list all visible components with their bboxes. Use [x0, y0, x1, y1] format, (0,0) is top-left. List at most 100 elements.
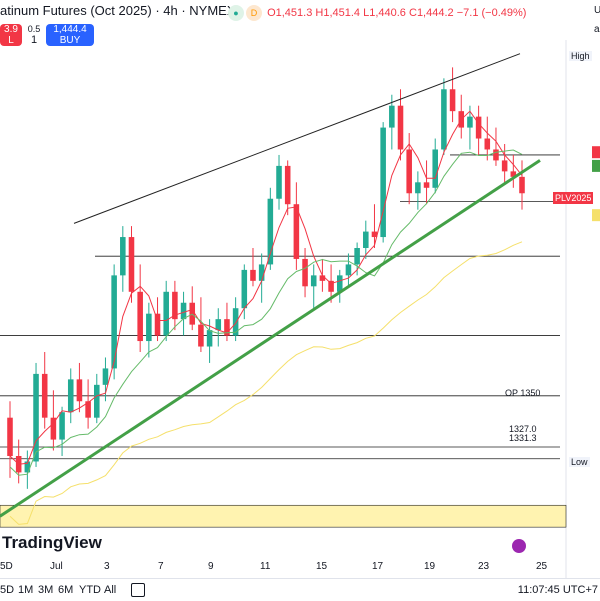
candle-body	[336, 275, 343, 292]
candle-body	[354, 248, 360, 265]
candle-body	[215, 319, 222, 331]
candle-body	[319, 275, 326, 281]
time-tick-label: Jul	[50, 561, 63, 572]
sell-label: L	[8, 35, 14, 46]
candle-body	[154, 313, 161, 336]
range-1m-button[interactable]: 1M	[18, 584, 34, 596]
candle-body	[432, 149, 438, 188]
candle-body	[484, 138, 491, 150]
candle-body	[276, 165, 282, 199]
range-5d-button[interactable]: 5D	[0, 584, 15, 596]
level-1331-label: 1331.3	[509, 433, 537, 443]
candle-body	[293, 204, 300, 259]
candle-body	[232, 308, 239, 336]
candle-body	[371, 231, 378, 238]
candle-body	[111, 275, 117, 369]
candle-body	[67, 379, 74, 413]
candle-body	[50, 417, 57, 440]
high-marker-label: High	[569, 51, 592, 61]
candle-body	[510, 171, 517, 177]
spread-qty: 0.5 1	[24, 24, 44, 46]
candle-body	[406, 149, 412, 194]
delay-badge: D	[246, 5, 262, 21]
candle-body	[76, 379, 83, 402]
status-dot-icon: ●	[228, 5, 244, 21]
spread-value: 0.5	[27, 24, 41, 34]
candle-body	[224, 319, 230, 336]
candle-body	[163, 291, 169, 336]
price-tag-red	[592, 146, 600, 159]
price-axis-top-letter: U	[594, 5, 600, 16]
candle-body	[441, 89, 447, 150]
sell-price: 3.9	[4, 24, 18, 35]
price-axis-panel	[566, 0, 600, 578]
bottom-toolbar: 5D 1M 3M 6M YTD All 11:07:45 UTC+7	[0, 578, 600, 601]
candle-body	[128, 237, 135, 292]
close-value: C1,444.2	[409, 6, 454, 19]
open-value: O1,451.3	[267, 6, 313, 19]
time-tick-label: 15	[316, 561, 328, 572]
candle-body	[94, 384, 100, 418]
candle-body	[415, 182, 421, 194]
calendar-icon[interactable]	[131, 583, 145, 597]
high-value: H1,451.4	[315, 6, 361, 19]
ohlc-readout: ● D O1,451.3 H1,451.4 L1,440.6 C1,444.2 −…	[228, 5, 526, 21]
candle-body	[85, 401, 91, 418]
candle-body	[258, 264, 265, 281]
tradingview-logo[interactable]: TradingView	[2, 533, 102, 552]
low-value: L1,440.6	[363, 6, 406, 19]
price-tag-yellow	[592, 209, 600, 222]
quantity-value[interactable]: 1	[30, 34, 38, 46]
price-tag-green	[592, 159, 600, 172]
candle-body	[363, 231, 369, 248]
candle-body	[7, 417, 13, 456]
time-tick-label: 19	[424, 561, 436, 572]
symbol-price-tag: PLV2025	[553, 192, 594, 204]
candle-body	[59, 412, 65, 440]
ma-fast-line	[9, 110, 523, 465]
candle-body	[310, 275, 317, 287]
ma-slow-line	[9, 241, 523, 525]
candle-body	[33, 373, 39, 462]
candle-body	[328, 280, 334, 292]
candle-body	[241, 269, 248, 309]
sell-button[interactable]: 3.9 L	[0, 24, 22, 46]
change-value: −7.1 (−0.49%)	[456, 6, 527, 19]
channel-top-line	[73, 53, 521, 224]
low-marker-label: Low	[569, 457, 590, 467]
candle-body	[250, 269, 256, 281]
candle-body	[102, 368, 109, 385]
time-tick-label: 7	[158, 561, 164, 572]
candle-body	[397, 105, 404, 150]
range-6m-button[interactable]: 6M	[58, 584, 74, 596]
time-tick-label: 23	[478, 561, 490, 572]
time-tick-label: 25	[536, 561, 548, 572]
utc-clock[interactable]: 11:07:45 UTC+7	[517, 584, 598, 596]
candle-body	[146, 313, 152, 342]
candle-body	[423, 182, 430, 188]
candle-body	[206, 330, 213, 347]
range-all-button[interactable]: All	[104, 584, 117, 596]
candle-body	[501, 160, 508, 172]
level-1327-label: 1327.0	[509, 424, 537, 434]
chart-title: atinum Futures (Oct 2025) · 4h · NYMEX	[0, 3, 236, 18]
candle-body	[345, 264, 352, 276]
buy-price: 1,444.4	[53, 24, 87, 35]
candle-body	[120, 237, 126, 276]
op-level-label: OP 1350	[505, 388, 541, 398]
time-tick-label: 3	[104, 561, 110, 572]
support-zone	[0, 504, 567, 528]
candle-body	[137, 291, 143, 342]
time-tick-label: 11	[260, 561, 271, 572]
range-ytd-button[interactable]: YTD	[79, 584, 101, 596]
candle-body	[493, 149, 499, 161]
candle-body	[519, 176, 525, 194]
range-3m-button[interactable]: 3M	[38, 584, 54, 596]
ma-mid-line	[9, 149, 523, 476]
candle-body	[172, 291, 178, 320]
buy-button[interactable]: 1,444.4 BUY	[46, 24, 94, 46]
candle-body	[389, 105, 395, 128]
candle-body	[267, 198, 274, 265]
candle-body	[41, 373, 48, 418]
